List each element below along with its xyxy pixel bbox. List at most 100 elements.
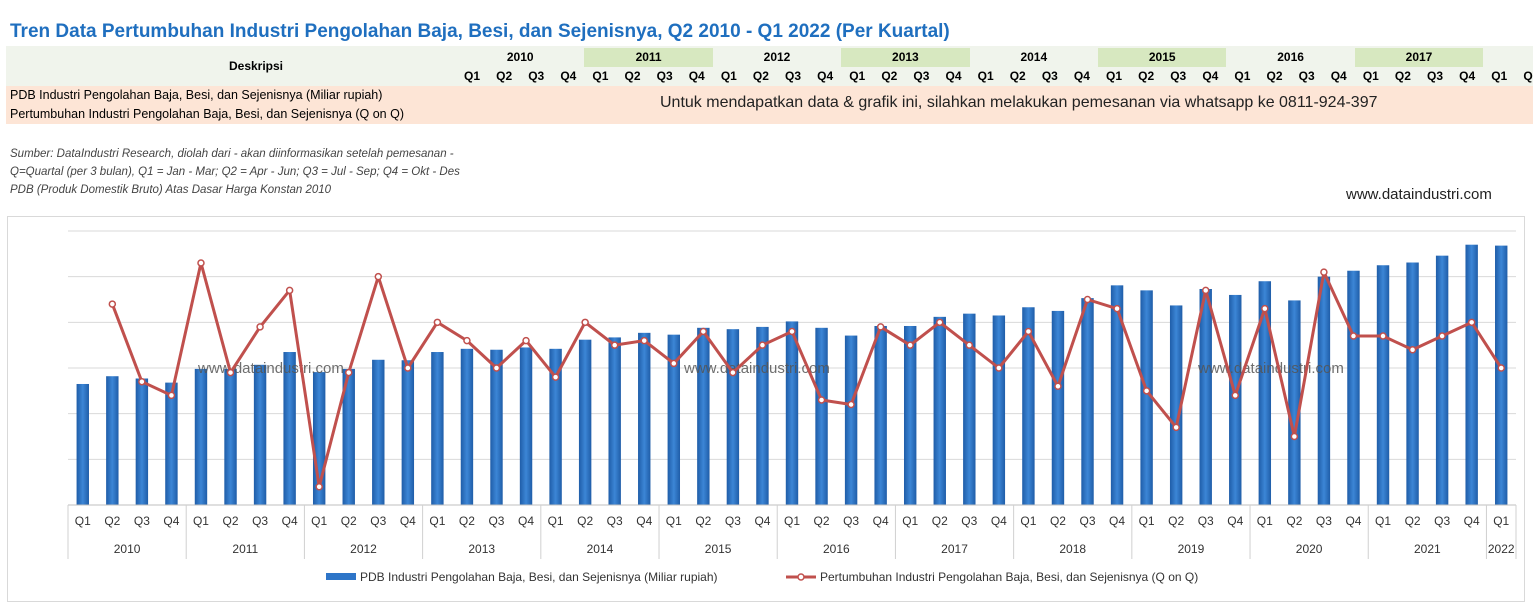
growth-point xyxy=(995,364,1003,372)
bar xyxy=(342,368,355,505)
year-tick-label: 2013 xyxy=(468,542,495,556)
quarter-header: Q2 xyxy=(752,69,769,83)
bar xyxy=(815,327,828,505)
quarter-header: Q3 xyxy=(1427,69,1444,83)
quarter-header: Q1 xyxy=(1491,69,1508,83)
quarter-header: Q3 xyxy=(785,69,802,83)
bar xyxy=(1199,288,1212,505)
growth-point xyxy=(315,482,323,491)
quarter-tick-label: Q4 xyxy=(873,514,889,528)
quarter-tick-label: Q1 xyxy=(548,514,564,528)
bar xyxy=(608,337,621,505)
bar xyxy=(874,325,887,505)
quarter-tick-label: Q4 xyxy=(754,514,770,528)
bar xyxy=(1140,290,1153,505)
growth-point xyxy=(1261,304,1269,313)
quarter-header: Q3 xyxy=(1041,69,1058,83)
year-tick-label: 2016 xyxy=(823,542,850,556)
bar xyxy=(1406,262,1419,505)
watermark: www.dataindustri.com xyxy=(683,360,830,377)
year-tick-label: 2014 xyxy=(587,542,614,556)
quarter-tick-label: Q2 xyxy=(459,514,475,528)
quarter-tick-label: Q1 xyxy=(902,514,918,528)
pdb-note: PDB (Produk Domestik Bruto) Atas Dasar H… xyxy=(10,184,332,196)
bar xyxy=(549,348,562,505)
bar xyxy=(1169,305,1183,505)
growth-point xyxy=(1054,382,1062,391)
watermark: www.dataindustri.com xyxy=(197,360,344,377)
bar xyxy=(963,313,976,505)
bar xyxy=(992,315,1006,505)
growth-point xyxy=(729,368,737,377)
legend-bar-swatch xyxy=(326,573,356,580)
bar xyxy=(106,376,119,505)
bar xyxy=(283,352,296,505)
quarter-tick-label: Q4 xyxy=(1345,514,1361,528)
quarter-tick-label: Q1 xyxy=(429,514,445,528)
bar xyxy=(372,359,385,505)
quarter-header: Q3 xyxy=(1170,69,1187,83)
growth-point xyxy=(492,364,501,372)
row-label-growth: Pertumbuhan Industri Pengolahan Baja, Be… xyxy=(10,107,404,121)
growth-point xyxy=(1467,318,1476,327)
quarter-tick-label: Q3 xyxy=(1080,514,1096,528)
growth-point xyxy=(551,373,560,381)
year-tick-label: 2022 xyxy=(1488,542,1515,556)
bar xyxy=(1317,276,1331,505)
quarter-tick-label: Q1 xyxy=(75,514,91,528)
growth-point xyxy=(699,327,708,336)
quarter-tick-label: Q3 xyxy=(1434,514,1450,528)
year-tick-label: 2021 xyxy=(1414,542,1441,556)
growth-point xyxy=(344,368,353,377)
year-tick-label: 2011 xyxy=(232,542,258,556)
chart-area: www.dataindustri.com www.dataindustri.com… xyxy=(7,216,1525,602)
quarter-header: Q2 xyxy=(1009,69,1026,83)
growth-line xyxy=(110,261,1503,489)
growth-point xyxy=(1172,423,1180,432)
growth-point xyxy=(1497,364,1505,372)
row-label-pdb: PDB Industri Pengolahan Baja, Besi, dan … xyxy=(10,88,383,102)
growth-point xyxy=(1320,268,1328,276)
bar xyxy=(1229,294,1242,505)
quarter-tick-label: Q3 xyxy=(725,514,741,528)
quarter-tick-label: Q3 xyxy=(1316,514,1332,528)
growth-point xyxy=(876,323,885,331)
quarter-tick-label: Q4 xyxy=(636,514,652,528)
bar xyxy=(1376,265,1390,505)
growth-point xyxy=(1083,295,1092,304)
quarter-tick-label: Q4 xyxy=(1109,514,1125,528)
quarter-tick-label: Q1 xyxy=(1257,514,1273,528)
quarter-tick-label: Q1 xyxy=(666,514,682,528)
quarter-header: Q3 xyxy=(656,69,673,83)
quarter-tick-label: Q1 xyxy=(311,514,327,528)
website-label[interactable]: www.dataindustri.com xyxy=(1346,186,1492,203)
growth-point xyxy=(1231,391,1240,400)
watermark: www.dataindustri.com xyxy=(1197,360,1344,377)
quarter-tick-label: Q3 xyxy=(134,514,150,528)
year-tick-label: 2020 xyxy=(1296,542,1323,556)
quarter-header: Q2 xyxy=(624,69,641,83)
quarter-tick-label: Q1 xyxy=(1020,514,1036,528)
quarter-tick-label: Q4 xyxy=(518,514,534,528)
bar xyxy=(1110,285,1124,505)
bar xyxy=(460,348,474,505)
bar xyxy=(401,360,415,505)
combo-chart: www.dataindustri.com www.dataindustri.com… xyxy=(67,230,1517,584)
quarter-header: Q2 xyxy=(1266,69,1283,83)
quarter-tick-label: Q1 xyxy=(1139,514,1155,528)
quarter-header: Q1 xyxy=(977,69,994,83)
bar xyxy=(1465,244,1478,505)
bar xyxy=(726,329,740,505)
table-body xyxy=(6,86,1533,124)
year-tick-label: 2010 xyxy=(114,542,141,556)
growth-point xyxy=(817,396,826,404)
bar xyxy=(165,382,178,505)
growth-point xyxy=(581,318,589,327)
growth-point xyxy=(936,318,944,327)
quarter-note: Q=Quartal (per 3 bulan), Q1 = Jan - Mar;… xyxy=(10,166,460,178)
quarter-tick-label: Q3 xyxy=(843,514,859,528)
growth-point xyxy=(640,336,648,345)
bar xyxy=(785,321,799,505)
year-header: 2012 xyxy=(763,50,791,64)
quarter-header: Q3 xyxy=(1298,69,1315,83)
